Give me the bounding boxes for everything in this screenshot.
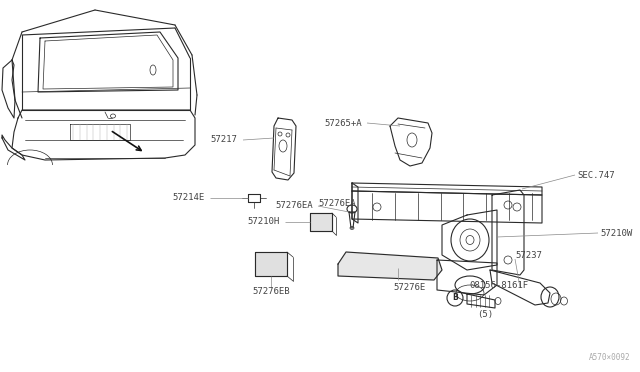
Polygon shape <box>310 213 332 231</box>
Text: 57276EA: 57276EA <box>275 202 313 211</box>
Text: 57276EB: 57276EB <box>252 288 290 296</box>
Text: 57210W: 57210W <box>600 228 632 237</box>
Text: 57217: 57217 <box>210 135 237 144</box>
Text: 08156-8161F: 08156-8161F <box>469 282 528 291</box>
Text: SEC.747: SEC.747 <box>577 170 614 180</box>
Text: 57276E: 57276E <box>393 283 425 292</box>
Text: 57237: 57237 <box>515 251 542 260</box>
Text: B: B <box>452 294 458 302</box>
Text: 57210H: 57210H <box>248 218 280 227</box>
Text: (5): (5) <box>477 310 493 318</box>
Text: 57276EA: 57276EA <box>318 199 356 208</box>
Text: A570×0092: A570×0092 <box>588 353 630 362</box>
Polygon shape <box>338 252 442 280</box>
Text: 57265+A: 57265+A <box>324 119 362 128</box>
Text: 57214E: 57214E <box>173 193 205 202</box>
Polygon shape <box>255 252 287 276</box>
